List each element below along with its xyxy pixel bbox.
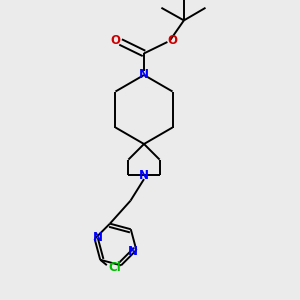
Text: N: N: [139, 169, 149, 182]
Text: N: N: [128, 245, 138, 258]
Text: Cl: Cl: [108, 261, 121, 274]
Text: N: N: [139, 68, 149, 82]
Text: N: N: [93, 231, 103, 244]
Text: O: O: [110, 34, 120, 47]
Text: O: O: [168, 34, 178, 47]
